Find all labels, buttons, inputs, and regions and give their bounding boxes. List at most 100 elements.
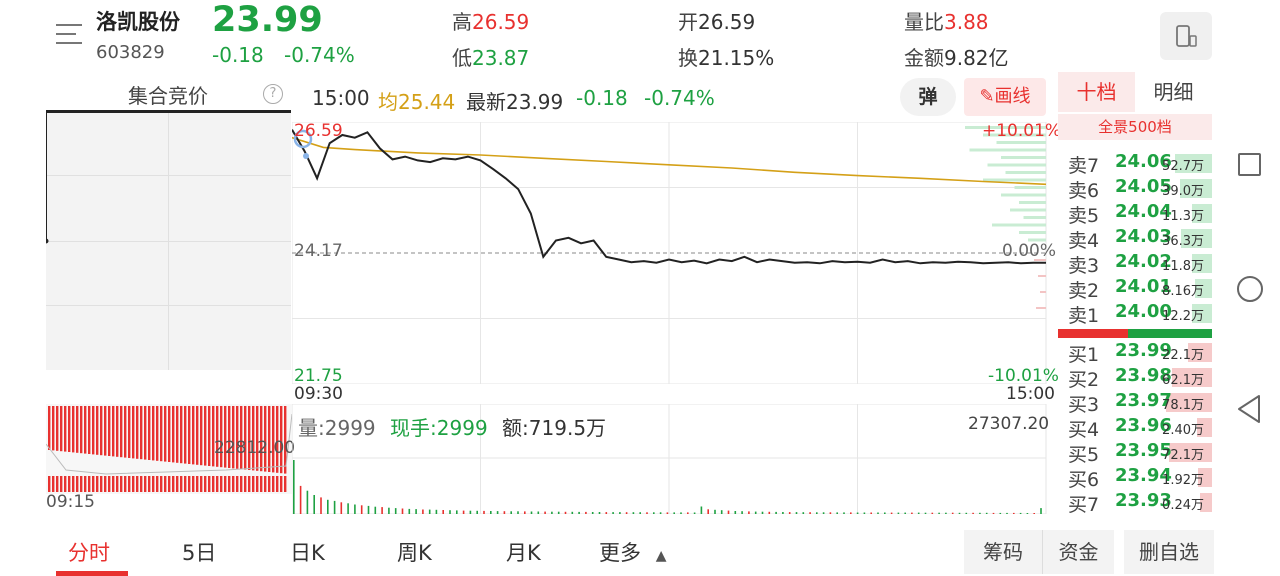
level-price: 24.05 [1115,176,1172,197]
buy-level-row[interactable]: 买6 23.94 1.92万 [1060,465,1212,491]
volume-bar [999,512,1002,514]
volume-bar [646,512,648,514]
auction-volume-bar [240,406,243,470]
auction-volume-bar [152,476,155,492]
auction-volume-bar [128,406,131,458]
sell-level-row[interactable]: 卖2 24.01 8.16万 [1060,276,1212,302]
sell-level-row[interactable]: 卖4 24.03 36.3万 [1060,226,1212,252]
level-volume-bar [1181,229,1212,248]
buy-level-row[interactable]: 买2 23.98 62.1万 [1060,365,1212,391]
buy-level-row[interactable]: 买1 23.99 22.1万 [1060,340,1212,366]
volume-bar [639,512,641,514]
auction-volume-chart [46,404,292,494]
auction-volume-bar [156,406,159,461]
chart-change: -0.18 [576,86,628,110]
phone-rotate-icon [1176,25,1197,47]
chips-button[interactable]: 筹码 [964,530,1042,574]
x-start-label: 09:30 [294,384,343,404]
volume-bar [503,511,506,514]
auction-volume-bar [200,406,203,466]
auction-volume-bar [108,476,111,492]
amount-label: 金额 [904,46,944,70]
level-price: 24.04 [1115,201,1172,222]
auction-volume-bar [228,406,231,468]
tab-more[interactable]: 更多 ▲ [599,537,666,567]
auction-volume-bar [268,476,271,492]
sell-level-row[interactable]: 卖3 24.02 11.8万 [1060,251,1212,277]
volume-bar [591,512,594,514]
volume-bar [890,512,893,514]
depth-bar [1036,307,1046,309]
volume-bar [700,506,703,514]
draw-line-button[interactable]: ✎画线 [964,78,1046,116]
tab-detail[interactable]: 明细 [1153,80,1194,104]
auction-volume-bar [140,406,143,460]
sell-level-row[interactable]: 卖7 24.06 52.7万 [1060,151,1212,177]
low-value: 23.87 [472,46,530,70]
volume-bar [856,512,859,514]
depth-bar [987,163,1046,167]
level-price: 24.01 [1115,276,1172,297]
volume-chart[interactable] [292,404,1054,514]
full-view-500-button[interactable]: 全景500档 [1058,114,1212,140]
home-icon[interactable] [1237,276,1263,302]
popup-button[interactable]: 弹 [900,78,956,116]
menu-icon[interactable] [56,22,86,48]
auction-volume-bar [140,476,143,492]
volume-bar [707,509,709,514]
auction-title[interactable]: 集合竞价 [128,84,208,108]
auction-volume-bar [132,406,135,459]
remove-watchlist-button[interactable]: 删自选 [1124,530,1214,574]
volume-bar [483,510,485,514]
funds-button[interactable]: 资金 [1042,530,1114,574]
portrait-toggle-button[interactable] [1160,12,1212,60]
volume-ratio-label: 量比 [904,10,944,34]
sell-level-row[interactable]: 卖6 24.05 39.0万 [1060,176,1212,202]
volume-bar [306,490,309,514]
auction-volume-bar [72,476,75,492]
tab-daily-k[interactable]: 日K [290,541,325,565]
recent-apps-icon[interactable] [1238,153,1261,176]
level-price: 24.06 [1115,151,1172,172]
auction-volume-bar [124,406,127,458]
intraday-price-chart[interactable] [292,122,1054,384]
buy-sell-ratio-bar [1058,329,1212,338]
auction-volume-bar [252,406,255,471]
auction-volume-bar [52,476,55,492]
auction-volume-bar [48,476,51,492]
price-change: -0.18 [212,43,264,67]
auction-volume-bar [148,406,151,460]
auction-volume-bar [132,476,135,492]
auction-volume-bar [92,476,95,492]
auction-volume-bar [120,476,123,492]
volume-bar [1040,508,1042,514]
buy-level-row[interactable]: 买4 23.96 2.40万 [1060,415,1212,441]
level-label: 卖5 [1068,205,1100,227]
sell-level-row[interactable]: 卖1 24.00 12.2万 [1060,301,1212,327]
sell-level-row[interactable]: 卖5 24.04 11.3万 [1060,201,1212,227]
help-icon[interactable]: ? [263,84,283,104]
volume-bar [1033,513,1035,514]
turnover-value: 21.15% [698,46,775,70]
volume-bar [435,509,438,514]
auction-volume-bar [64,406,67,452]
buy-level-row[interactable]: 买5 23.95 72.1万 [1060,440,1212,466]
volume-bar [1019,512,1022,514]
volume-bar [530,511,533,514]
open-label: 开 [678,10,698,34]
tab-ten-levels[interactable]: 十档 [1058,72,1135,112]
back-icon[interactable] [1236,394,1264,424]
tab-weekly-k[interactable]: 周K [397,541,432,565]
tab-five-day[interactable]: 5日 [182,541,217,565]
draw-line-label: 画线 [994,86,1031,107]
volume-bar [469,510,472,514]
volume-bar [720,510,723,514]
buy-level-row[interactable]: 买3 23.97 78.1万 [1060,390,1212,416]
auction-volume-bar [80,476,83,492]
pct-top-label: +10.01% [982,121,1062,141]
buy-level-row[interactable]: 买7 23.93 0.24万 [1060,490,1212,516]
volume-bar [313,495,315,514]
tab-monthly-k[interactable]: 月K [506,541,541,565]
level-volume: 11.3万 [1162,209,1204,224]
tab-intraday[interactable]: 分时 [68,541,110,565]
